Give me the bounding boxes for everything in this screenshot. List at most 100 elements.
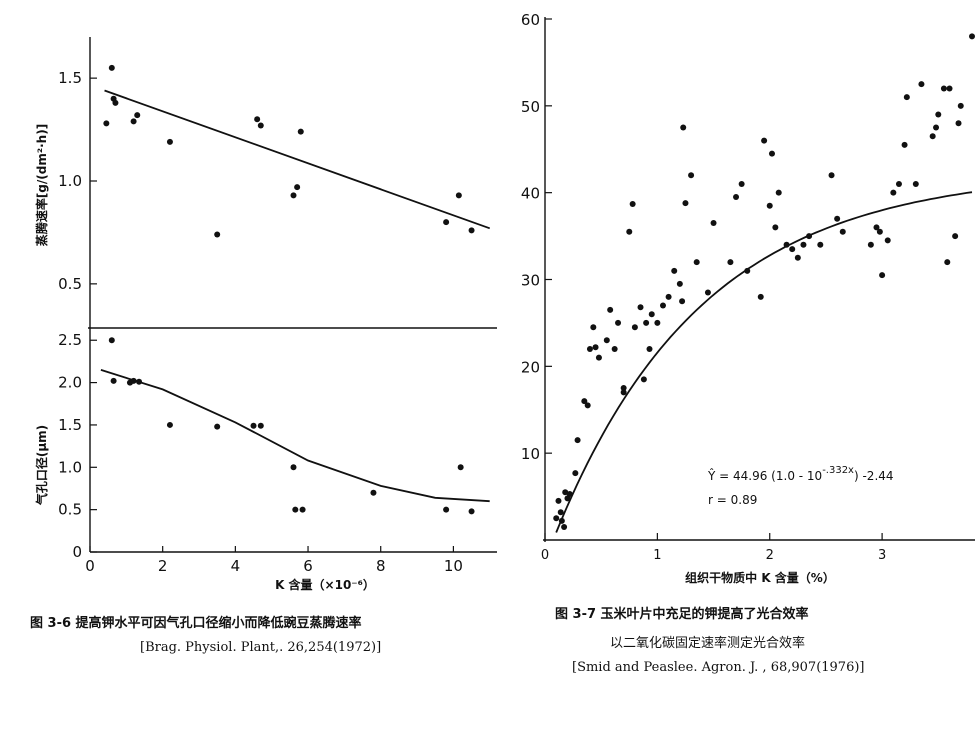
fig37-data-point <box>757 293 764 300</box>
fig37-data-point <box>555 497 562 504</box>
fig37-data-point <box>933 124 940 131</box>
fig37-data-point <box>640 376 647 383</box>
fig37-data-point <box>940 85 947 92</box>
fig37-data-point <box>873 224 880 231</box>
fig37-data-point <box>828 172 835 179</box>
bottom-data-point <box>166 421 173 428</box>
fig37-data-point <box>607 306 614 313</box>
fig37-data-point <box>766 202 773 209</box>
fig37-data-point <box>884 237 891 244</box>
fig36-caption-title: 图 3-6 提高钾水平可因气孔口径缩小而降低豌豆蒸腾速率 <box>30 616 362 631</box>
fig37-y-tick-label: 50 <box>521 98 540 116</box>
fig37-data-point <box>744 267 751 274</box>
bottom-y-tick-label: 2.5 <box>58 331 82 349</box>
fig37-data-point <box>704 289 711 296</box>
fig37-data-point <box>834 215 841 222</box>
top-data-point <box>257 122 264 129</box>
fig37-data-point <box>558 517 565 524</box>
fig37-data-point <box>806 233 813 240</box>
fig37-caption-title: 图 3-7 玉米叶片中充足的钾提高了光合效率 <box>555 607 809 622</box>
fig37-data-point <box>557 509 564 516</box>
fig37-data-point <box>817 241 824 248</box>
fig37-data-point <box>566 490 573 497</box>
fig37-data-point <box>643 319 650 326</box>
fig37-data-point <box>955 120 962 127</box>
fig37-data-point <box>693 259 700 266</box>
fig37-x-axis-label: 组织干物质中 K 含量（%） <box>685 570 835 585</box>
bottom-data-point <box>457 464 464 471</box>
bottom-x-tick-label: 4 <box>231 557 241 575</box>
fig37-data-point <box>895 180 902 187</box>
fig37-data-point <box>646 345 653 352</box>
fig37-data-point <box>738 180 745 187</box>
fig37-data-point <box>603 337 610 344</box>
bottom-data-point <box>257 422 264 429</box>
fig37-data-point <box>946 85 953 92</box>
fig37-x-tick-label: 3 <box>878 548 886 563</box>
bottom-data-point <box>108 337 115 344</box>
bottom-y-tick-label: 0.5 <box>58 501 82 519</box>
fig37-y-tick-label: 10 <box>521 445 540 463</box>
bottom-y-tick-label: 1.5 <box>58 416 82 434</box>
fig37-data-point <box>867 241 874 248</box>
fig37-data-point <box>772 224 779 231</box>
bottom-y-tick-label: 1.0 <box>58 458 82 476</box>
fig37-data-point <box>682 200 689 207</box>
fig37-data-point <box>912 180 919 187</box>
bottom-data-point <box>250 422 257 429</box>
top-data-point <box>103 120 110 127</box>
fig37-data-point <box>654 319 661 326</box>
fig37-data-point <box>935 111 942 118</box>
fig37-data-point <box>789 246 796 253</box>
fig37-data-point <box>615 319 622 326</box>
fig37-data-point <box>611 345 618 352</box>
top-data-point <box>130 118 137 125</box>
top-data-point <box>468 227 475 234</box>
fig37-data-point <box>584 402 591 409</box>
top-data-point <box>443 219 450 226</box>
fig37-data-point <box>620 389 627 396</box>
top-data-point <box>254 116 261 123</box>
fig37-data-point <box>794 254 801 261</box>
fig37-data-point <box>879 272 886 279</box>
bottom-x-tick-label: 2 <box>158 557 168 575</box>
top-y-tick-label: 1.5 <box>58 69 82 87</box>
bottom-fit-curve <box>100 369 490 503</box>
fig37-data-point <box>903 94 910 101</box>
fig37-caption-reference: [Smid and Peaslee. Agron. J. , 68,907(19… <box>572 660 865 675</box>
fig37-data-point <box>581 398 588 405</box>
fig37-data-point <box>637 304 644 311</box>
fig37-data-point <box>918 81 925 88</box>
fig37-y-tick-label: 40 <box>521 185 540 203</box>
top-fit-line <box>104 89 491 230</box>
fig37-data-point <box>783 241 790 248</box>
fig37-data-point <box>665 293 672 300</box>
fig37-fit-curve <box>555 191 973 533</box>
fig37-panel: 10 20 30 40 50 60 0 1 2 3 组织干物质中 K 含量（%） Ŷ = 44.96 … <box>521 11 975 585</box>
fig37-equation-tail: ) -2.44 <box>854 469 894 483</box>
fig37-caption-subtitle: 以二氧化碳固定速率测定光合效率 <box>610 636 806 651</box>
fig37-data-point <box>944 259 951 266</box>
bottom-x-tick-label: 10 <box>444 557 463 575</box>
top-data-point <box>290 192 297 199</box>
fig37-data-point <box>800 241 807 248</box>
top-y-tick-label: 0.5 <box>58 275 82 293</box>
fig37-data-point <box>969 33 975 40</box>
fig37-data-point <box>592 344 599 351</box>
top-data-point <box>297 128 304 135</box>
top-data-point <box>294 184 301 191</box>
bottom-data-point <box>136 378 143 385</box>
bottom-y-tick-label: 0 <box>72 543 82 561</box>
bottom-data-point <box>443 506 450 513</box>
fig37-data-point <box>586 345 593 352</box>
fig37-y-tick-label: 60 <box>521 11 540 29</box>
fig37-data-point <box>595 354 602 361</box>
fig37-x-tick-label: 1 <box>653 548 661 563</box>
bottom-data-point <box>370 489 377 496</box>
top-data-point <box>134 112 141 119</box>
fig36-bottom-panel: 0 0.5 1.0 1.5 2.0 2.5 0 2 4 6 8 10 气孔口径(μm) K 含量（×10⁻… <box>34 328 497 592</box>
fig37-data-point <box>648 311 655 318</box>
fig37-x-tick-label: 2 <box>766 548 774 563</box>
fig36-caption-reference: [Brag. Physiol. Plant,. 26,254(1972)] <box>140 640 382 655</box>
fig37-data-point <box>768 150 775 157</box>
